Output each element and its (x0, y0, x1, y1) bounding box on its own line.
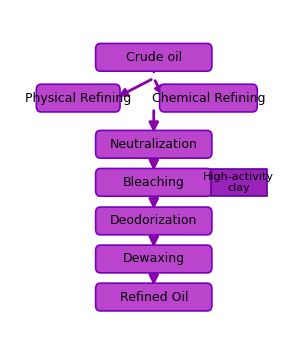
Text: Crude oil: Crude oil (126, 51, 182, 64)
Text: Chemical Refining: Chemical Refining (152, 91, 265, 104)
Text: Refined Oil: Refined Oil (119, 291, 188, 304)
Text: Neutralization: Neutralization (110, 138, 198, 151)
FancyBboxPatch shape (96, 207, 212, 235)
FancyBboxPatch shape (96, 245, 212, 273)
Text: Physical Refining: Physical Refining (25, 91, 131, 104)
FancyBboxPatch shape (36, 84, 120, 112)
FancyBboxPatch shape (96, 130, 212, 158)
FancyBboxPatch shape (96, 283, 212, 311)
Text: Deodorization: Deodorization (110, 214, 197, 227)
FancyBboxPatch shape (160, 84, 257, 112)
Text: Dewaxing: Dewaxing (123, 252, 185, 265)
FancyBboxPatch shape (211, 169, 266, 196)
Text: Bleaching: Bleaching (123, 176, 185, 189)
FancyBboxPatch shape (96, 43, 212, 71)
Text: High-activity
clay: High-activity clay (203, 172, 274, 193)
FancyBboxPatch shape (96, 168, 212, 196)
